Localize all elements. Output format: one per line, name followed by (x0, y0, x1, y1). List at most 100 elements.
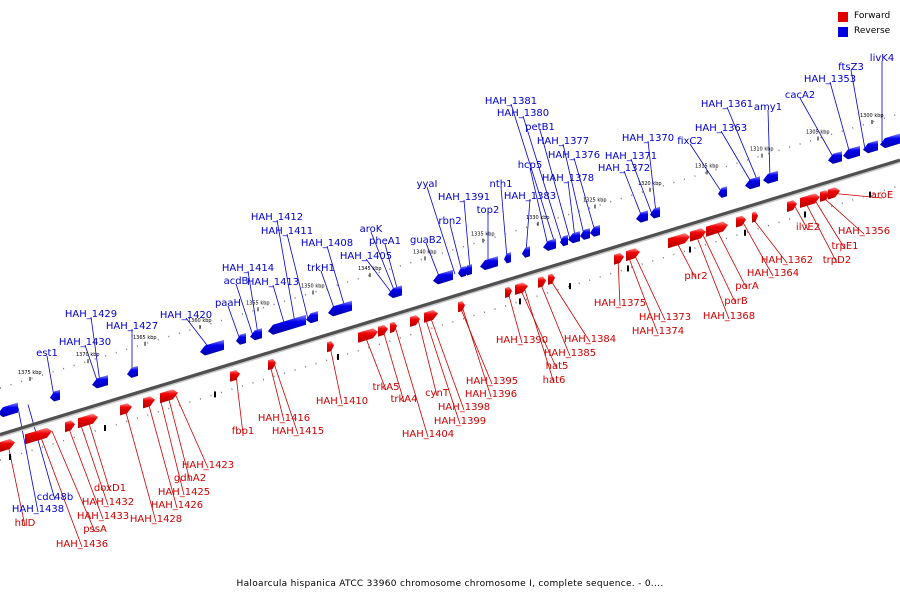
forward-label-hah-1356[interactable]: HAH_1356 (838, 226, 890, 237)
reverse-label-hah-1438[interactable]: HAH_1438 (12, 504, 64, 515)
reverse-label-hah-1430[interactable]: HAH_1430 (59, 337, 111, 348)
reverse-label-amy1[interactable]: amy1 (754, 102, 782, 113)
reverse-label-hah-1383[interactable]: HAH_1383 (504, 191, 556, 202)
forward-label-hat5[interactable]: hat5 (546, 361, 569, 372)
reverse-label-nth1[interactable]: nth1 (490, 179, 513, 190)
forward-gene[interactable] (268, 358, 276, 371)
reverse-label-hah-1391[interactable]: HAH_1391 (438, 192, 490, 203)
reverse-gene[interactable] (828, 151, 842, 164)
reverse-gene[interactable] (464, 264, 472, 276)
forward-gene[interactable] (736, 215, 746, 228)
reverse-label-hah-1378[interactable]: HAH_1378 (542, 173, 594, 184)
reverse-gene[interactable] (306, 311, 318, 324)
forward-label-hah-1362[interactable]: HAH_1362 (761, 255, 813, 266)
forward-label-hah-1364[interactable]: HAH_1364 (747, 268, 799, 279)
forward-gene[interactable] (787, 200, 797, 212)
forward-gene[interactable] (424, 309, 438, 323)
reverse-gene[interactable] (880, 133, 900, 149)
reverse-gene[interactable] (590, 225, 600, 237)
forward-label-htld[interactable]: htlD (15, 518, 36, 529)
forward-label-trpd2[interactable]: trpD2 (823, 255, 851, 266)
forward-label-hah-1385[interactable]: HAH_1385 (544, 348, 596, 359)
reverse-label-phea1[interactable]: pheA1 (369, 236, 401, 247)
forward-gene[interactable] (505, 286, 512, 298)
forward-label-hah-1373[interactable]: HAH_1373 (639, 312, 691, 323)
reverse-label-hah-1408[interactable]: HAH_1408 (301, 238, 353, 249)
reverse-label-est1[interactable]: est1 (36, 348, 58, 359)
forward-label-hah-1374[interactable]: HAH_1374 (632, 326, 684, 337)
forward-gene[interactable] (120, 403, 132, 416)
forward-label-gdha2[interactable]: gdhA2 (174, 473, 206, 484)
reverse-label-hah-1376[interactable]: HAH_1376 (548, 150, 600, 161)
reverse-gene[interactable] (843, 145, 860, 160)
reverse-label-hah-1353[interactable]: HAH_1353 (804, 74, 856, 85)
reverse-label-hah-1370[interactable]: HAH_1370 (622, 133, 674, 144)
reverse-label-hah-1405[interactable]: HAH_1405 (340, 251, 392, 262)
forward-gene[interactable] (358, 328, 378, 343)
reverse-label-guab2[interactable]: guaB2 (410, 235, 442, 246)
forward-gene[interactable] (706, 221, 728, 237)
forward-label-hat6[interactable]: hat6 (543, 375, 566, 386)
reverse-label-fixc2[interactable]: fixC2 (677, 136, 703, 147)
forward-gene[interactable] (327, 341, 334, 353)
forward-label-hah-1404[interactable]: HAH_1404 (402, 429, 454, 440)
reverse-label-caca2[interactable]: cacA2 (785, 90, 815, 101)
forward-label-trpe1[interactable]: trpE1 (831, 241, 858, 252)
reverse-label-hah-1377[interactable]: HAH_1377 (537, 136, 589, 147)
reverse-gene[interactable] (504, 252, 511, 264)
forward-label-hah-1426[interactable]: HAH_1426 (151, 500, 203, 511)
reverse-gene[interactable] (268, 314, 306, 335)
reverse-label-hah-1420[interactable]: HAH_1420 (160, 310, 212, 321)
forward-gene[interactable] (614, 252, 624, 265)
reverse-gene[interactable] (580, 228, 590, 240)
forward-gene[interactable] (820, 190, 830, 202)
reverse-label-hah-1381[interactable]: HAH_1381 (485, 96, 537, 107)
reverse-label-acdb[interactable]: acdB (224, 276, 249, 287)
reverse-label-rbn2[interactable]: rbn2 (438, 216, 461, 227)
reverse-gene[interactable] (543, 238, 556, 251)
forward-label-hah-1425[interactable]: HAH_1425 (158, 487, 210, 498)
forward-gene[interactable] (230, 370, 240, 382)
forward-label-fbp1[interactable]: fbp1 (232, 426, 255, 437)
forward-gene[interactable] (626, 248, 640, 262)
reverse-gene[interactable] (522, 246, 530, 258)
forward-label-hah-1395[interactable]: HAH_1395 (466, 376, 518, 387)
forward-label-hah-1390[interactable]: HAH_1390 (496, 335, 548, 346)
forward-label-hah-1399[interactable]: HAH_1399 (434, 416, 486, 427)
reverse-gene[interactable] (763, 170, 778, 184)
forward-gene[interactable] (828, 187, 840, 200)
reverse-gene[interactable] (250, 328, 262, 341)
forward-label-hah-1368[interactable]: HAH_1368 (703, 311, 755, 322)
forward-gene[interactable] (0, 438, 15, 453)
reverse-label-paah[interactable]: paaH (215, 298, 241, 309)
forward-label-hah-1384[interactable]: HAH_1384 (564, 334, 616, 345)
reverse-label-hah-1412[interactable]: HAH_1412 (251, 212, 303, 223)
forward-gene[interactable] (538, 276, 546, 288)
reverse-label-hah-1363[interactable]: HAH_1363 (695, 123, 747, 134)
reverse-label-hah-1429[interactable]: HAH_1429 (65, 309, 117, 320)
forward-label-trka4[interactable]: trkA4 (390, 394, 417, 405)
forward-gene[interactable] (548, 273, 555, 285)
reverse-label-hah-1372[interactable]: HAH_1372 (598, 163, 650, 174)
reverse-gene[interactable] (745, 176, 760, 190)
forward-label-hah-1423[interactable]: HAH_1423 (182, 460, 234, 471)
reverse-label-ftsz3[interactable]: ftsZ3 (838, 62, 864, 73)
forward-label-hah-1436[interactable]: HAH_1436 (56, 539, 108, 550)
reverse-label-trkh1[interactable]: trkH1 (307, 263, 335, 274)
forward-label-hah-1415[interactable]: HAH_1415 (272, 426, 324, 437)
reverse-label-hah-1371[interactable]: HAH_1371 (605, 151, 657, 162)
forward-gene[interactable] (25, 427, 52, 445)
reverse-gene[interactable] (480, 256, 498, 271)
reverse-label-petb1[interactable]: petB1 (525, 122, 555, 133)
forward-label-doxd1[interactable]: doxD1 (94, 483, 126, 494)
reverse-gene[interactable] (50, 389, 60, 402)
forward-label-hah-1416[interactable]: HAH_1416 (258, 413, 310, 424)
forward-label-aroe[interactable]: aroE (871, 190, 893, 201)
reverse-gene[interactable] (863, 140, 878, 154)
forward-gene[interactable] (390, 321, 397, 334)
reverse-label-cdc48b[interactable]: cdc48b (37, 492, 73, 503)
reverse-gene[interactable] (0, 402, 18, 418)
reverse-label-hah-1380[interactable]: HAH_1380 (497, 108, 549, 119)
reverse-label-hah-1411[interactable]: HAH_1411 (261, 226, 313, 237)
forward-label-hah-1428[interactable]: HAH_1428 (130, 514, 182, 525)
